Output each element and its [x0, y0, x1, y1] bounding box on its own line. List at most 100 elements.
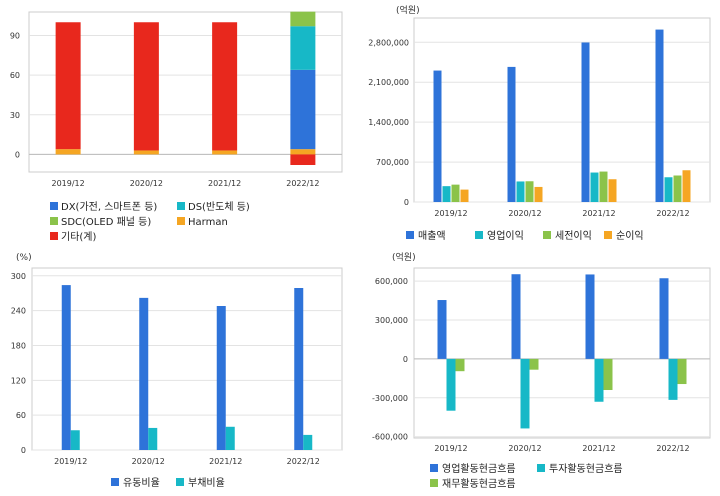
bar — [525, 181, 534, 202]
x-tick-label: 2019/12 — [52, 179, 85, 188]
legend-swatch-sdc — [50, 217, 58, 225]
legend-swatch-other — [50, 232, 58, 240]
bar — [455, 358, 465, 372]
x-tick-label: 2021/12 — [209, 457, 242, 466]
bar — [664, 177, 673, 202]
bar — [520, 358, 530, 429]
bar — [529, 358, 539, 370]
bar-segment — [55, 22, 81, 150]
chart2-unit-label: (억원) — [396, 4, 420, 16]
chart-segment-share: 0 30 60 90 2019/12 2020/12 2021/12 2022/12 DX(가… — [10, 11, 343, 243]
bar-segment — [133, 22, 159, 151]
bar-segment — [290, 11, 316, 27]
legend-label-net-income: 순이익 — [616, 230, 644, 242]
y-tick-label: 180 — [11, 341, 26, 350]
y-tick-label: 60 — [16, 411, 26, 420]
bar — [590, 172, 599, 202]
legend-swatch-net-income — [604, 231, 612, 239]
legend-label-other: 기타(계) — [61, 231, 97, 243]
legend-swatch-revenue — [406, 231, 414, 239]
bar — [216, 306, 226, 450]
y-tick-label: 120 — [11, 376, 26, 385]
x-tick-label: 2022/12 — [656, 209, 689, 218]
y-tick-label: 700,000 — [376, 158, 409, 167]
x-tick-label: 2022/12 — [656, 444, 689, 453]
y-tick-label: 300,000 — [375, 316, 408, 325]
x-tick-label: 2019/12 — [54, 457, 87, 466]
legend-swatch-harman — [177, 217, 185, 225]
x-tick-label: 2021/12 — [582, 209, 615, 218]
y-tick-label: 0 — [21, 446, 26, 455]
chart1-frame — [28, 11, 343, 173]
y-tick-label: -300,000 — [372, 394, 408, 403]
chart-cash-flow: (억원) -600,000 -300,000 0 300,000 600,000 2019… — [372, 251, 711, 490]
bar — [594, 358, 604, 402]
chart4-legend: 영업활동현금흐름 투자활동현금흐름 재무활동현금흐름 — [430, 462, 623, 490]
y-tick-label: 2,100,000 — [368, 78, 409, 87]
legend-swatch-pretax-income — [543, 231, 551, 239]
bar — [139, 297, 149, 450]
bar — [534, 186, 543, 202]
legend-label-harman: Harman — [188, 217, 228, 228]
bar — [507, 66, 516, 202]
bar-segment — [290, 69, 316, 150]
bar — [668, 358, 678, 400]
bar — [225, 426, 235, 450]
bar-segment — [290, 154, 316, 165]
chart4-unit-label: (억원) — [392, 251, 416, 263]
y-tick-label: 600,000 — [375, 277, 408, 286]
y-tick-label: 90 — [10, 31, 20, 40]
legend-swatch-dx — [50, 202, 58, 210]
bar — [511, 274, 521, 359]
legend-label-current-ratio: 유동비율 — [123, 477, 160, 489]
bar — [460, 189, 469, 202]
legend-swatch-ds — [177, 202, 185, 210]
x-tick-label: 2019/12 — [434, 209, 467, 218]
legend-label-operating-cf: 영업활동현금흐름 — [442, 462, 516, 475]
x-tick-label: 2020/12 — [130, 179, 163, 188]
x-tick-label: 2022/12 — [287, 457, 320, 466]
bar — [294, 288, 304, 450]
chart2-frame — [413, 17, 711, 203]
legend-label-operating-income: 영업이익 — [487, 229, 524, 242]
bar-segment — [133, 150, 159, 155]
bar — [673, 175, 682, 202]
bar — [303, 434, 313, 450]
bar — [442, 186, 451, 202]
bar-segment — [212, 22, 238, 151]
y-tick-label: 240 — [11, 307, 26, 316]
bar — [433, 70, 442, 203]
legend-label-ds: DS(반도체 등) — [188, 201, 250, 213]
bar — [659, 278, 669, 359]
chart1-legend: DX(가전, 스마트폰 등) DS(반도체 등) SDC(OLED 패널 등) … — [50, 201, 250, 243]
bar — [437, 300, 447, 359]
x-tick-label: 2022/12 — [286, 179, 319, 188]
legend-label-revenue: 매출액 — [418, 230, 446, 242]
bar — [677, 358, 687, 385]
y-tick-label: 2,800,000 — [368, 38, 409, 47]
legend-label-pretax-income: 세전이익 — [555, 230, 592, 242]
bar — [581, 42, 590, 202]
x-tick-label: 2020/12 — [508, 209, 541, 218]
bar — [70, 430, 80, 450]
chart3-legend: 유동비율 부채비율 — [111, 477, 225, 489]
legend-swatch-financing-cf — [430, 479, 438, 487]
bar — [585, 274, 595, 359]
bar — [655, 29, 664, 202]
chart3-frame — [31, 267, 343, 451]
chart-stability-ratios: (%) 0 60 120 180 240 300 2019/12 2020/12 2021/12… — [11, 253, 343, 489]
y-tick-label: 1,400,000 — [368, 118, 409, 127]
x-tick-label: 2021/12 — [582, 444, 615, 453]
bar — [516, 181, 525, 202]
legend-swatch-investing-cf — [537, 464, 545, 472]
bar-segment — [290, 149, 316, 155]
y-tick-label: 30 — [10, 111, 20, 120]
legend-swatch-operating-income — [475, 231, 483, 239]
y-tick-label: 0 — [15, 150, 20, 159]
bar — [682, 170, 691, 202]
legend-label-sdc: SDC(OLED 패널 등) — [61, 216, 151, 228]
y-tick-label: -600,000 — [372, 433, 408, 442]
x-tick-label: 2020/12 — [132, 457, 165, 466]
bar — [599, 171, 608, 202]
bar-segment — [55, 149, 81, 155]
